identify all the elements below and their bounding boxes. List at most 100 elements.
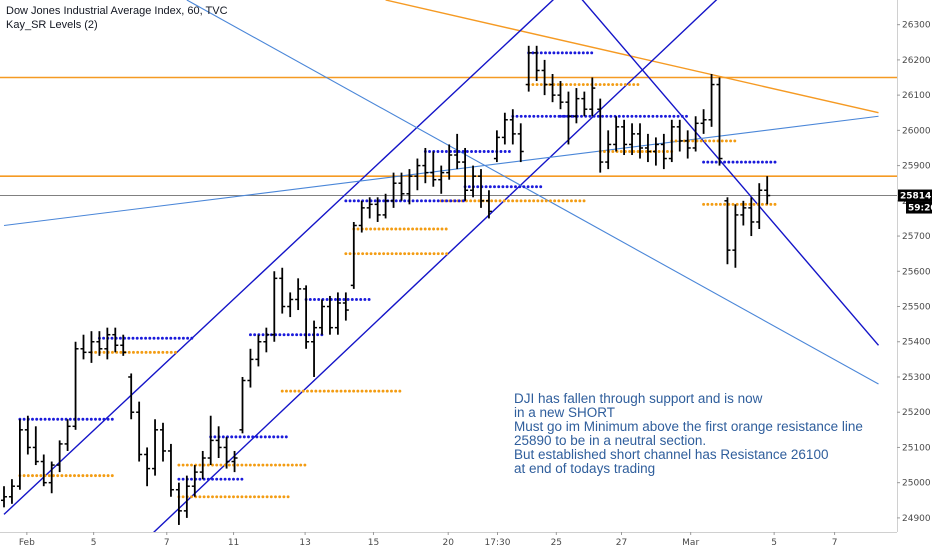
- support-level-dot: [399, 252, 402, 256]
- support-level-dot: [531, 83, 535, 87]
- resistance-level-dot: [299, 333, 303, 337]
- resistance-level-dot: [461, 150, 465, 153]
- resistance-level: [559, 114, 688, 118]
- support-level-dot: [632, 83, 636, 87]
- price-bar: [446, 144, 453, 180]
- support-level-dot: [265, 463, 269, 467]
- price-bar: [422, 147, 429, 184]
- resistance-level-dot: [457, 199, 461, 203]
- price-bar: [454, 133, 461, 170]
- resistance-level-dot: [651, 114, 655, 118]
- resistance-level-dot: [773, 160, 777, 164]
- support-level-dot: [739, 202, 743, 206]
- price-bar: [191, 465, 198, 497]
- y-tick-label: 26100: [902, 91, 931, 101]
- price-bar: [350, 221, 357, 289]
- support-level-dot: [394, 252, 398, 256]
- support-level-dot: [603, 150, 606, 153]
- support-level-dot: [398, 389, 402, 393]
- resistance-level-dot: [206, 477, 210, 481]
- resistance-level-dot: [110, 417, 114, 421]
- support-level-dot: [240, 495, 244, 499]
- support-level-dot: [411, 227, 415, 231]
- resistance-level-dot: [144, 336, 148, 340]
- support-level-dot: [406, 227, 410, 231]
- support-level-dot: [282, 463, 286, 467]
- support-level-dot: [322, 389, 326, 393]
- support-level-dot: [498, 199, 502, 203]
- resistance-level-dot: [731, 160, 735, 164]
- resistance-level-dot: [242, 435, 246, 439]
- support-level-dot: [407, 252, 411, 256]
- resistance-level-dot: [519, 114, 523, 118]
- resistance-level-dot: [131, 336, 135, 340]
- support-level-dot: [703, 139, 707, 143]
- annotation-note[interactable]: DJI has fallen through support and is no…: [514, 392, 863, 476]
- resistance-level-dot: [493, 185, 496, 189]
- support-level-dot: [357, 252, 360, 256]
- support-level-dot: [377, 227, 381, 231]
- x-tick-label: 7: [832, 538, 838, 548]
- resistance-level-dot: [643, 114, 646, 118]
- price-bar: [764, 176, 771, 205]
- resistance-level-dot: [230, 435, 234, 439]
- support-level-dot: [314, 389, 318, 393]
- resistance-level-dot: [342, 298, 346, 301]
- support-level-dot: [157, 350, 161, 354]
- price-bar: [565, 91, 572, 145]
- support-level-dot: [335, 389, 339, 393]
- support-level-dot: [295, 463, 298, 467]
- resistance-level-dot: [286, 333, 290, 337]
- x-tick-label: Feb: [19, 538, 35, 548]
- price-bar: [629, 123, 636, 156]
- support-level-dot: [535, 83, 539, 87]
- x-tick-label: 27: [616, 538, 627, 548]
- support-level-dot: [278, 463, 282, 467]
- price-bar: [613, 116, 620, 152]
- price-bar: [231, 450, 238, 473]
- support-level-dot: [111, 350, 114, 354]
- price-bar: [207, 415, 214, 466]
- support-level-dot: [623, 83, 627, 87]
- support-level-dot: [720, 139, 724, 143]
- resistance-level-dot: [499, 150, 503, 153]
- price-bar: [724, 197, 731, 265]
- support-level-dot: [198, 463, 202, 467]
- resistance-level-dot: [94, 417, 97, 421]
- resistance-level-dot: [282, 333, 286, 337]
- price-bar: [160, 422, 166, 462]
- indicator-label[interactable]: Kay_SR Levels (2): [6, 19, 98, 31]
- support-level-dot: [185, 463, 189, 467]
- resistance-level-dot: [668, 114, 672, 118]
- support-level-dot: [733, 139, 737, 143]
- resistance-level-dot: [491, 150, 494, 153]
- support-level: [598, 150, 674, 153]
- support-level-dot: [598, 83, 602, 87]
- price-bar: [215, 426, 222, 459]
- support-level-dot: [77, 474, 81, 478]
- x-tick-label: 17:30: [485, 538, 511, 548]
- support-level-dot: [310, 389, 314, 393]
- support-level-dot: [102, 350, 106, 354]
- support-level-dot: [611, 83, 615, 87]
- support-level-dot: [219, 463, 223, 467]
- resistance-level-dot: [352, 199, 356, 203]
- channel-trend-line: [3, 0, 555, 515]
- resistance-level-dot: [580, 114, 583, 118]
- support-level-dot: [269, 463, 273, 467]
- price-bar: [366, 197, 373, 219]
- resistance-level-dot: [234, 435, 238, 439]
- support-level-dot: [440, 227, 444, 231]
- resistance-level-dot: [118, 336, 122, 340]
- support-level-dot: [98, 474, 102, 478]
- support-level-dot: [102, 474, 106, 478]
- annotation-line: Must go im Minimum above the first orang…: [514, 419, 863, 434]
- price-bar: [40, 454, 47, 487]
- resistance-level-dot: [509, 185, 513, 189]
- price-badge-box: [898, 189, 932, 202]
- resistance-level-dot: [581, 51, 585, 55]
- support-level-dot: [581, 83, 585, 87]
- resistance-level-dot: [530, 185, 534, 189]
- price-bar: [24, 415, 31, 455]
